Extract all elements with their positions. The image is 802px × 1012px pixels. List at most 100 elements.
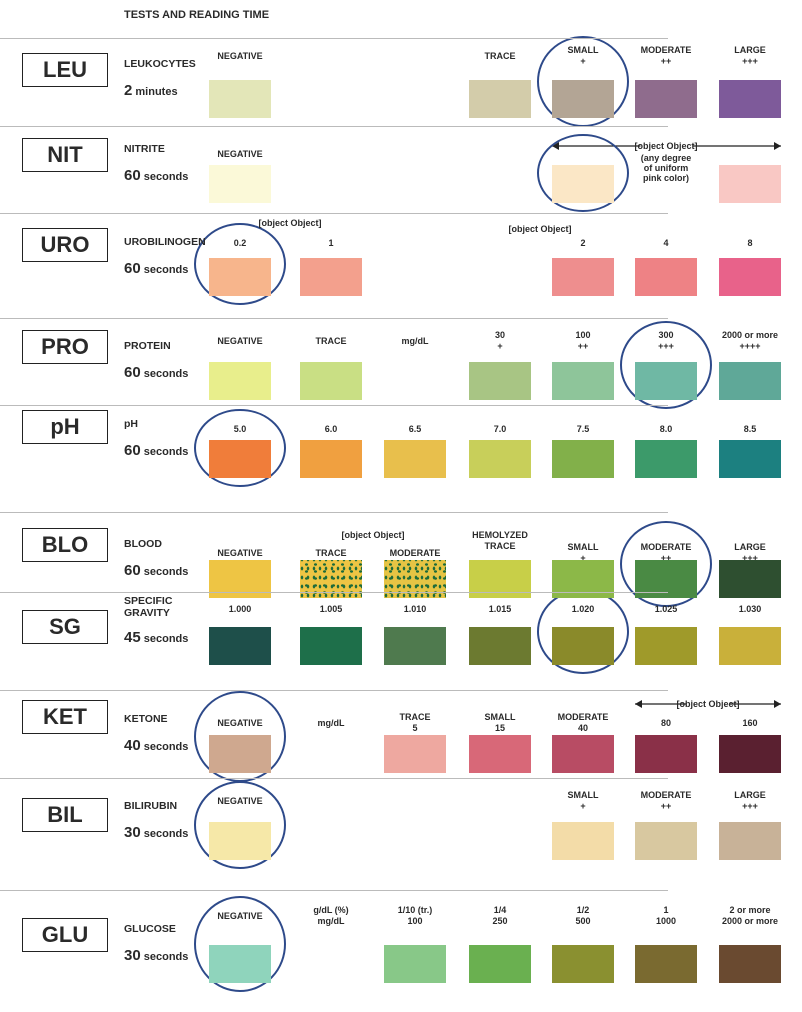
test-name: NITRITE <box>124 143 165 155</box>
color-pad <box>300 440 362 478</box>
time-value: 60 <box>124 442 141 459</box>
test-name: BILIRUBIN <box>124 800 178 812</box>
pad-label: TRACE <box>399 712 431 722</box>
pad-label: NEGATIVE <box>217 548 263 558</box>
pad-label: + <box>580 56 586 66</box>
pad-label: 500 <box>575 916 591 926</box>
pad-label: +++ <box>742 553 758 563</box>
pad-label: NEGATIVE <box>217 51 263 61</box>
note-line: (any degree <box>640 153 692 163</box>
pad-label: 1.020 <box>571 604 595 614</box>
pad-label: MODERATE <box>640 542 692 552</box>
color-pad <box>635 822 697 860</box>
test-abbr: NIT <box>22 138 108 172</box>
pad-label: ++ <box>660 801 672 811</box>
pad-label: ++ <box>577 341 589 351</box>
time-unit: seconds <box>143 368 189 380</box>
test-abbr: BLO <box>22 528 108 562</box>
color-pad <box>719 735 781 773</box>
pad-label: NEGATIVE <box>217 796 263 806</box>
circle-mark <box>620 521 712 607</box>
time-value: 40 <box>124 737 141 754</box>
pad-label: SMALL <box>567 45 599 55</box>
color-pad <box>209 258 271 296</box>
color-pad <box>552 80 614 118</box>
circle-mark <box>194 409 286 487</box>
color-pad <box>635 627 697 665</box>
color-pad <box>719 80 781 118</box>
pad-label: TRACE <box>315 336 347 346</box>
pad-label: 8.5 <box>743 424 757 434</box>
color-pad <box>552 627 614 665</box>
arrow-head <box>774 142 781 150</box>
time-value: 60 <box>124 364 141 381</box>
arrow-head <box>552 142 559 150</box>
pad-label: SMALL <box>567 790 599 800</box>
color-pad <box>300 627 362 665</box>
color-pad <box>635 258 697 296</box>
color-pad <box>469 362 531 400</box>
span-label: [object Object] <box>341 530 405 540</box>
color-pad <box>209 440 271 478</box>
row-rule <box>0 592 668 593</box>
pad-label: g/dL (%) <box>313 905 349 915</box>
pad-label: + <box>580 553 586 563</box>
test-abbr: URO <box>22 228 108 262</box>
row-rule <box>0 126 668 127</box>
test-abbr: LEU <box>22 53 108 87</box>
color-pad <box>384 560 446 598</box>
color-pad <box>635 362 697 400</box>
pad-label: 0.2 <box>233 238 247 248</box>
pad-label: 4 <box>663 238 669 248</box>
reading-time: 30 seconds <box>124 947 188 964</box>
pad-label: MODERATE <box>389 548 441 558</box>
color-pad <box>300 560 362 598</box>
time-unit: seconds <box>143 951 189 963</box>
circle-mark <box>537 134 629 212</box>
pad-label: 80 <box>660 718 671 728</box>
test-name: GLUCOSE <box>124 923 176 935</box>
pad-label: 1.025 <box>654 604 678 614</box>
color-pad <box>635 80 697 118</box>
pad-label: 2000 or more <box>721 916 779 926</box>
pad-label: 1/4 <box>493 905 507 915</box>
pad-label: 2000 or more <box>721 330 779 340</box>
pad-label: 1 <box>328 238 334 248</box>
pad-label: 8.0 <box>659 424 673 434</box>
color-pad <box>384 440 446 478</box>
color-pad <box>300 258 362 296</box>
circle-mark <box>194 781 286 869</box>
pad-label: 1/2 <box>576 905 590 915</box>
pad-label: LARGE <box>734 790 766 800</box>
reading-time: 60 seconds <box>124 260 188 277</box>
pad-label: 1/10 (tr.) <box>397 905 433 915</box>
row-rule <box>0 512 668 513</box>
pad-label: 1.000 <box>228 604 252 614</box>
pad-label: 30 <box>494 330 505 340</box>
color-pad <box>384 735 446 773</box>
color-pad <box>209 362 271 400</box>
pad-label: 250 <box>492 916 508 926</box>
pad-label: ++ <box>660 56 672 66</box>
color-pad <box>635 560 697 598</box>
pad-label: +++ <box>658 341 674 351</box>
pad-label: LARGE <box>734 45 766 55</box>
test-abbr: BIL <box>22 798 108 832</box>
pad-label: 5.0 <box>233 424 247 434</box>
pad-label: +++ <box>742 801 758 811</box>
circle-mark <box>194 896 286 992</box>
color-pad <box>719 945 781 983</box>
color-pad <box>469 440 531 478</box>
pad-label: mg/dL <box>317 718 345 728</box>
color-pad <box>552 165 614 203</box>
pad-label: 8 <box>747 238 753 248</box>
row-rule <box>0 405 668 406</box>
time-unit: seconds <box>143 633 189 645</box>
arrow-head <box>774 700 781 708</box>
pad-label: 6.5 <box>408 424 422 434</box>
color-pad <box>209 735 271 773</box>
test-name: pH <box>124 418 138 430</box>
color-pad <box>552 362 614 400</box>
pad-label: 40 <box>577 723 588 733</box>
